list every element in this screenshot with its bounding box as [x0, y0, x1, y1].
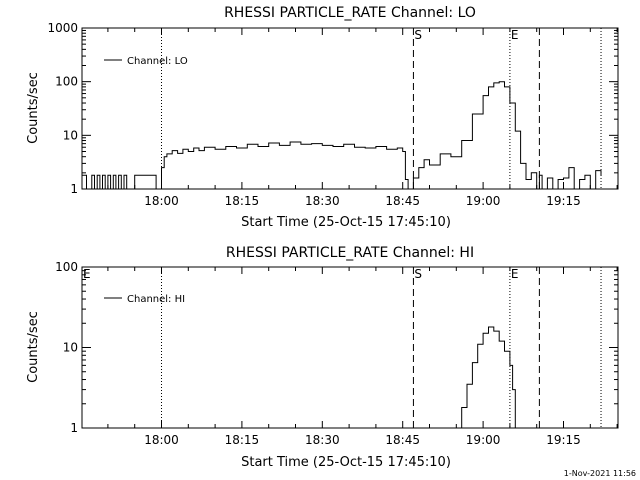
axis-ticks-hi: 18:00 18:15 18:30 18:45 19:00 19:15 1 10 100 — [55, 260, 618, 447]
chart-title-lo: RHESSI PARTICLE_RATE Channel: LO — [224, 5, 476, 21]
lo-channel-panel: RHESSI PARTICLE_RATE Channel: LO Counts/… — [26, 5, 619, 230]
x-tick-label: 18:00 — [144, 194, 179, 208]
x-tick-label: 19:00 — [466, 194, 501, 208]
y-tick-label: 1000 — [47, 21, 78, 35]
series-line — [456, 326, 516, 429]
series-line — [82, 81, 602, 190]
x-tick-label: 19:15 — [546, 194, 581, 208]
x-tick-label: 18:45 — [385, 433, 420, 447]
x-tick-label: 18:15 — [225, 194, 260, 208]
y-axis-label-hi: Counts/sec — [26, 311, 41, 383]
x-tick-label: 18:30 — [305, 194, 340, 208]
y-axis-label-lo: Counts/sec — [26, 72, 41, 144]
y-tick-label: 1 — [70, 421, 78, 435]
y-tick-label: 100 — [55, 260, 78, 274]
x-axis-label-hi: Start Time (25-Oct-15 17:45:10) — [241, 455, 451, 470]
plot-frame-hi — [81, 266, 619, 429]
x-tick-label: 18:15 — [225, 433, 260, 447]
time-marker-label: E — [511, 28, 519, 42]
y-tick-label: 10 — [63, 128, 78, 142]
y-tick-label: 100 — [55, 75, 78, 89]
y-tick-label: 10 — [63, 341, 78, 355]
legend-entry-hi: Channel: HI — [127, 294, 185, 305]
x-tick-label: 19:00 — [466, 433, 501, 447]
plot-frame-lo — [81, 27, 619, 190]
chart-title-hi: RHESSI PARTICLE_RATE Channel: HI — [226, 245, 474, 261]
time-marker-label: E — [511, 267, 519, 281]
y-tick-label: 1 — [70, 182, 78, 196]
series-hi — [456, 326, 516, 429]
time-marker-label: S — [414, 28, 422, 42]
x-tick-label: 18:45 — [385, 194, 420, 208]
x-tick-label: 18:30 — [305, 433, 340, 447]
time-marker-label: E — [83, 267, 91, 281]
series-lo — [82, 81, 602, 190]
date-stamp: 1-Nov-2021 11:56 — [564, 469, 636, 478]
time-marker-label: S — [414, 267, 422, 281]
legend-entry-lo: Channel: LO — [127, 56, 188, 67]
legend-hi: Channel: HI — [104, 294, 185, 305]
axis-ticks-lo: 18:00 18:15 18:30 18:45 19:00 19:15 1 10 100 1000 — [47, 21, 618, 208]
x-tick-label: 19:15 — [546, 433, 581, 447]
legend-lo: Channel: LO — [104, 56, 188, 67]
x-tick-label: 18:00 — [144, 433, 179, 447]
x-axis-label-lo: Start Time (25-Oct-15 17:45:10) — [241, 215, 451, 230]
hi-channel-panel: RHESSI PARTICLE_RATE Channel: HI Counts/… — [26, 245, 619, 470]
